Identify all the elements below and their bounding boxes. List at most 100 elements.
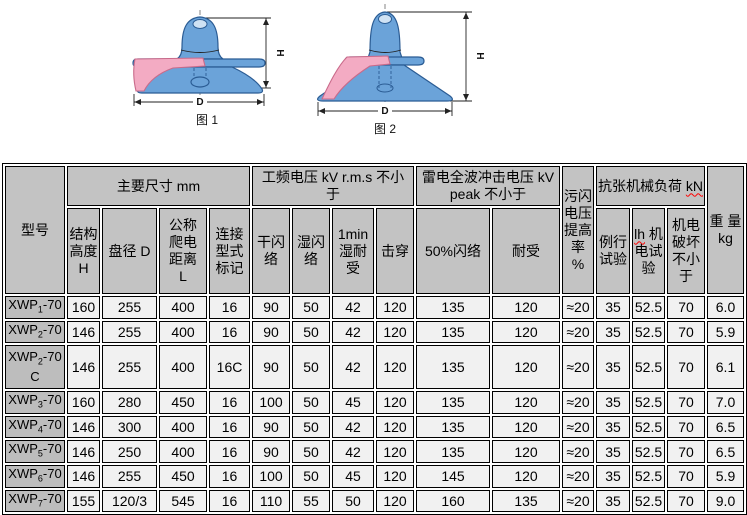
col-header-wet-withstand: 1min 湿耐 受: [332, 208, 374, 294]
value-cell: 16: [209, 489, 250, 513]
col-header-wet-flashover: 湿闪 络: [292, 208, 330, 294]
spellcheck-flagged-text: kN: [685, 177, 704, 194]
value-cell: 135: [416, 320, 490, 344]
value-cell: 70: [667, 415, 705, 439]
col-header-dry-flashover: 干闪 络: [252, 208, 290, 294]
value-cell: 70: [667, 320, 705, 344]
value-cell: ≈20: [562, 440, 594, 463]
value-cell: 90: [252, 296, 290, 319]
model-cell: XWP4-70: [5, 415, 65, 439]
value-cell: 90: [252, 440, 290, 463]
value-cell: ≈20: [562, 489, 594, 513]
value-cell: 42: [332, 296, 374, 319]
value-cell: 120: [492, 391, 560, 414]
value-cell: 400: [159, 320, 207, 344]
value-cell: 5.9: [707, 464, 744, 488]
value-cell: 50: [292, 296, 330, 319]
value-cell: 16: [209, 320, 250, 344]
value-cell: 35: [596, 440, 630, 463]
value-cell: 70: [667, 464, 705, 488]
value-cell: ≈20: [562, 415, 594, 439]
value-cell: 50: [332, 489, 374, 513]
value-cell: 70: [667, 296, 705, 319]
insulator-cap: [175, 16, 225, 60]
value-cell: 16: [209, 415, 250, 439]
value-cell: 146: [67, 320, 100, 344]
cap-eye-hole: [192, 19, 208, 29]
model-cell: XWP6-70: [5, 464, 65, 488]
model-cell: XWP2-70: [5, 320, 65, 344]
value-cell: 255: [102, 296, 157, 319]
value-cell: 70: [667, 391, 705, 414]
value-cell: 70: [667, 440, 705, 463]
model-cell: XWP2-70 C: [5, 345, 65, 390]
value-cell: 545: [159, 489, 207, 513]
value-cell: 250: [102, 440, 157, 463]
value-cell: 6.5: [707, 415, 744, 439]
value-cell: 400: [159, 415, 207, 439]
value-cell: 50: [292, 440, 330, 463]
label-mask: [193, 95, 207, 107]
value-cell: 6.1: [707, 345, 744, 390]
table-row: XWP4-70 146 300 400 16 90 50 42 120 135 120 ≈20 35 52…: [5, 415, 744, 439]
value-cell: 400: [159, 440, 207, 463]
value-cell: ≈20: [562, 320, 594, 344]
cross-section-highlight: [133, 57, 206, 92]
value-cell: 146: [67, 415, 100, 439]
table-row: XWP1-70 160 255 400 16 90 50 42 120 135 120 ≈20 35 52…: [5, 296, 744, 319]
value-cell: 160: [67, 296, 100, 319]
value-cell: 50: [292, 464, 330, 488]
value-cell: 7.0: [707, 391, 744, 414]
value-cell: 146: [67, 440, 100, 463]
value-cell: 35: [596, 391, 630, 414]
value-cell: 120: [376, 296, 414, 319]
insulator-diagram-2: H D 图 2: [317, 4, 485, 136]
value-cell: 16C: [209, 345, 250, 390]
value-cell: 35: [596, 415, 630, 439]
value-cell: 35: [596, 296, 630, 319]
value-cell: 50: [292, 415, 330, 439]
value-cell: 50: [292, 345, 330, 390]
col-header-1h-em-test: lh 机 电试 验: [632, 208, 665, 294]
value-cell: 52.5: [632, 489, 665, 513]
group-header-tensile-mechanical-load: 抗张机械负荷 kN: [596, 166, 705, 206]
value-cell: 90: [252, 320, 290, 344]
arrowhead-icon: [257, 99, 264, 105]
value-cell: ≈20: [562, 464, 594, 488]
value-cell: 155: [67, 489, 100, 513]
value-cell: 42: [332, 440, 374, 463]
group-header-main-dimensions: 主要尺寸 mm: [67, 166, 250, 206]
col-header-puncture: 击穿: [376, 208, 414, 294]
model-cell: XWP7-70: [5, 489, 65, 513]
value-cell: 52.5: [632, 391, 665, 414]
value-cell: 100: [252, 391, 290, 414]
value-cell: ≈20: [562, 296, 594, 319]
arrowhead-icon: [463, 12, 469, 19]
value-cell: 120: [376, 489, 414, 513]
dim-label-d: D: [381, 106, 388, 117]
value-cell: 16: [209, 464, 250, 488]
value-cell: 50: [292, 391, 330, 414]
value-cell: 135: [416, 296, 490, 319]
dim-label-h: H: [274, 49, 285, 56]
spellcheck-flagged-text: lh: [634, 225, 645, 242]
value-cell: 135: [492, 489, 560, 513]
dim-label-h: H: [474, 52, 485, 59]
spec-table: 型号 主要尺寸 mm 工频电压 kV r.m.s 不小 于 雷电全波冲击电压 k…: [2, 163, 747, 515]
insulator-diagram-1: H D 图 1: [132, 10, 285, 127]
value-cell: 120: [492, 464, 560, 488]
value-cell: 50: [292, 320, 330, 344]
value-cell: 52.5: [632, 440, 665, 463]
label-mask: [378, 104, 392, 116]
col-header-model: 型号: [5, 166, 65, 294]
value-cell: 16: [209, 391, 250, 414]
value-cell: ≈20: [562, 345, 594, 390]
value-cell: 35: [596, 320, 630, 344]
col-header-text: 机 电试 验: [634, 225, 663, 276]
value-cell: 6.0: [707, 296, 744, 319]
value-cell: 146: [67, 464, 100, 488]
figure-caption: 图 2: [374, 122, 396, 136]
value-cell: 120: [376, 415, 414, 439]
value-cell: 120: [376, 345, 414, 390]
